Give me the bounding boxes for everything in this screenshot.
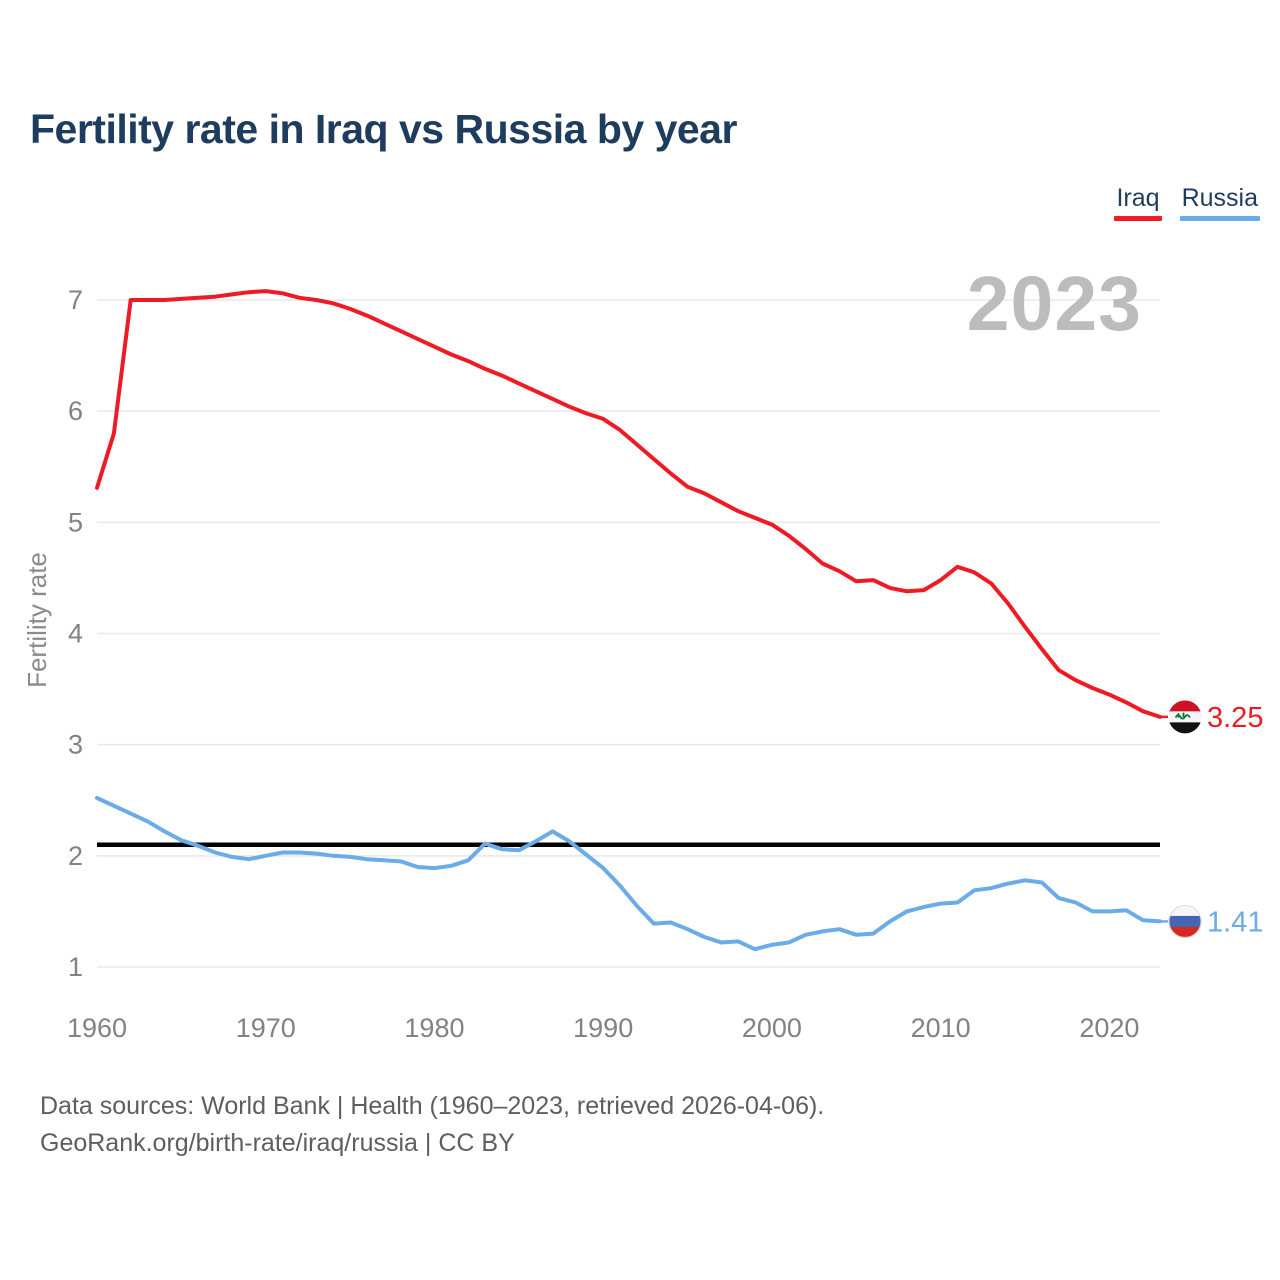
y-tick-label-5: 5 (68, 507, 83, 537)
iraq-flag-takbir (1175, 712, 1191, 720)
x-tick-label-1990: 1990 (573, 1013, 633, 1043)
iraq-flag-stripe-0 (1168, 700, 1202, 712)
y-tick-label-2: 2 (68, 841, 83, 871)
legend-item-russia[interactable]: Russia (1179, 184, 1260, 221)
end-value-label-iraq: 3.25 (1207, 702, 1263, 734)
x-tick-label-2020: 2020 (1079, 1013, 1139, 1043)
y-tick-label-4: 4 (68, 619, 83, 649)
series-line-russia (95, 796, 1162, 952)
legend-underline-iraq (1114, 215, 1162, 221)
russia-flag-stripe-0 (1168, 904, 1202, 917)
legend-label-iraq: Iraq (1116, 184, 1160, 212)
series-line-iraq (95, 289, 1162, 719)
iraq-flag-stripe-2 (1168, 722, 1202, 734)
x-tick-label-1960: 1960 (67, 1013, 127, 1043)
x-tick-label-1980: 1980 (404, 1013, 464, 1043)
russia-flag-outline (1168, 904, 1202, 938)
legend-label-russia: Russia (1181, 184, 1258, 212)
page-title: Fertility rate in Iraq vs Russia by year (30, 106, 737, 152)
x-tick-label-2010: 2010 (911, 1013, 971, 1043)
y-axis-title: Fertility rate (22, 552, 52, 688)
legend-underline-russia (1179, 215, 1260, 221)
x-tick-label-2000: 2000 (742, 1013, 802, 1043)
russia-flag-stripe-2 (1168, 926, 1202, 938)
iraq-flag (1168, 700, 1202, 734)
y-tick-label-6: 6 (68, 396, 83, 426)
y-tick-label-1: 1 (68, 952, 83, 982)
x-tick-label-1970: 1970 (236, 1013, 296, 1043)
russia-flag-stripe-1 (1168, 915, 1202, 928)
watermark-year: 2023 (966, 261, 1142, 347)
russia-flag (1168, 904, 1202, 938)
legend: Iraq Russia (1114, 184, 1260, 221)
y-tick-label-3: 3 (68, 730, 83, 760)
footer-attribution: GeoRank.org/birth-rate/iraq/russia | CC … (40, 1129, 515, 1157)
end-value-label-russia: 1.41 (1207, 906, 1263, 938)
legend-item-iraq[interactable]: Iraq (1114, 184, 1162, 221)
footer-data-sources: Data sources: World Bank | Health (1960–… (40, 1092, 825, 1120)
y-tick-label-7: 7 (68, 285, 83, 315)
footer: Data sources: World Bank | Health (1960–… (40, 1088, 824, 1162)
